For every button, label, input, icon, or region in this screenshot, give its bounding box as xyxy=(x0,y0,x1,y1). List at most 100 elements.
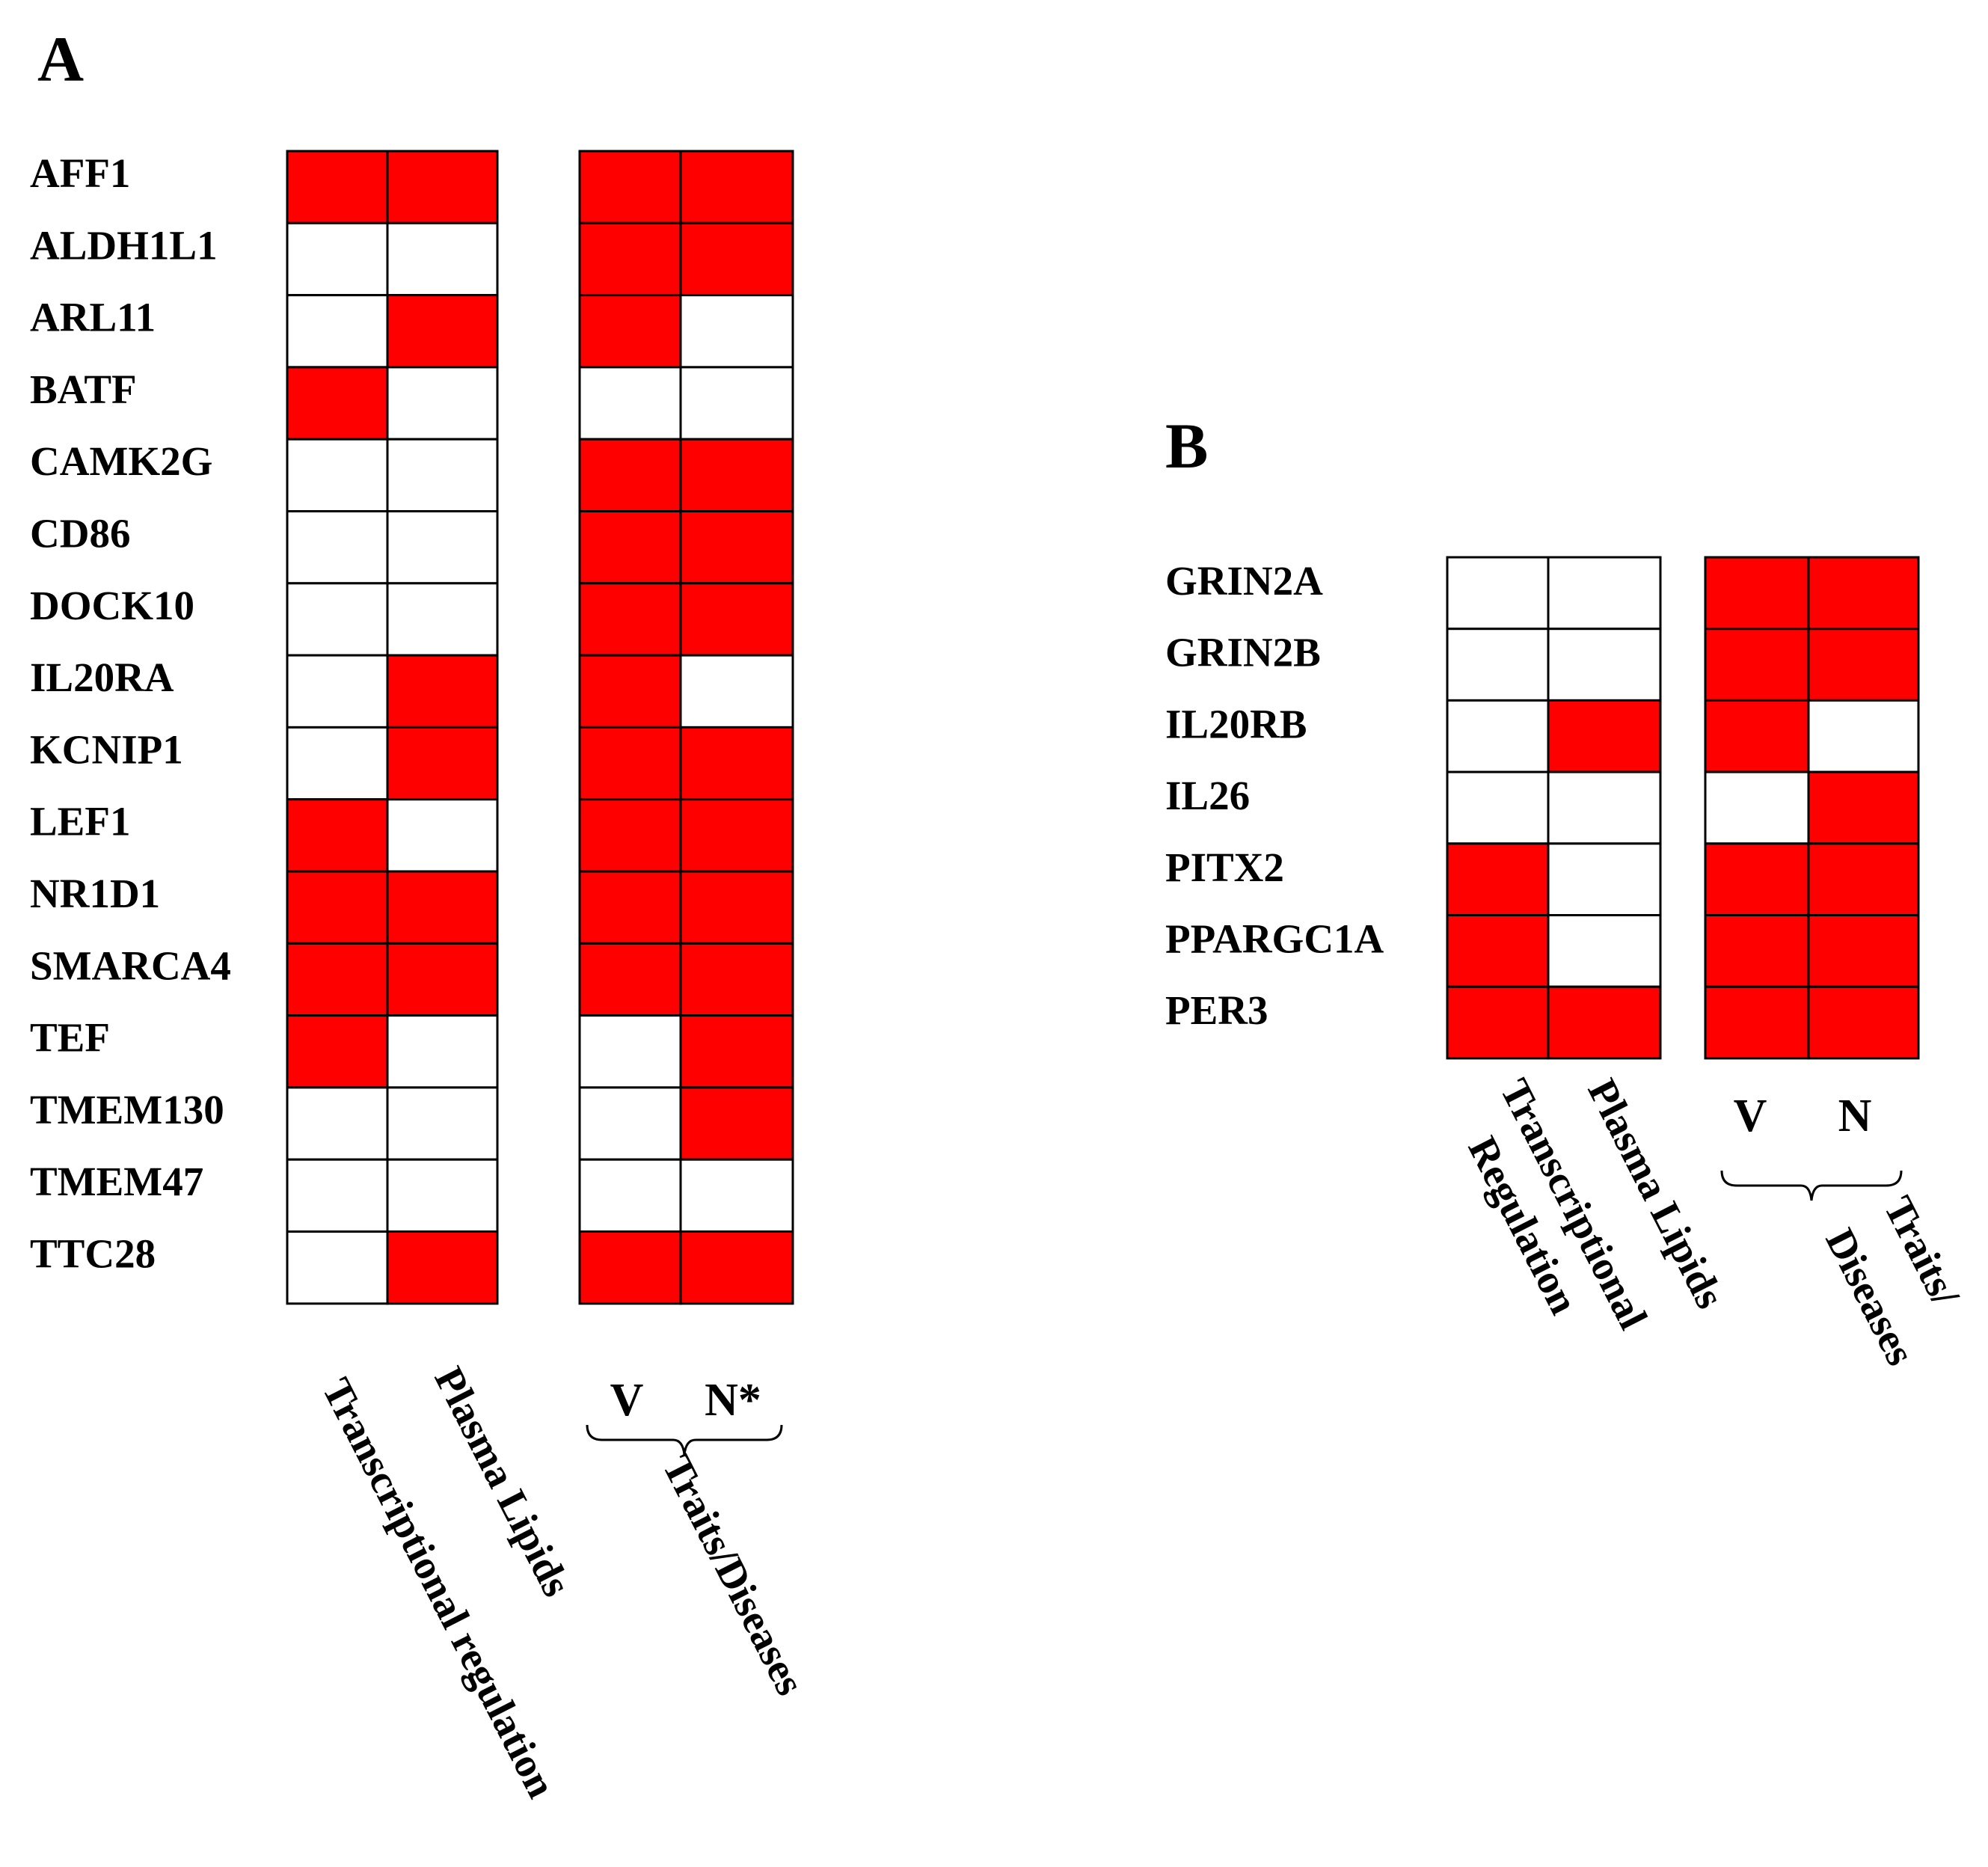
cell-a-lef1-col4 xyxy=(679,798,794,873)
cell-b-pitx2-col3 xyxy=(1704,842,1810,917)
gene-label-ppargc1a: PPARGC1A xyxy=(1165,916,1384,962)
cell-a-aff1-col4 xyxy=(679,150,794,224)
cell-a-aff1-col2 xyxy=(386,150,499,224)
cell-a-il20ra-col1 xyxy=(286,654,389,729)
cell-a-aldh1l1-col4 xyxy=(679,221,794,297)
cell-a-cd86-col4 xyxy=(679,510,794,585)
gene-label-il20rb: IL20RB xyxy=(1165,701,1307,747)
cell-b-grin2a-col4 xyxy=(1807,556,1920,631)
gene-label-grin2b: GRIN2B xyxy=(1165,630,1321,675)
cell-a-tmem47-col3 xyxy=(578,1158,682,1233)
cell-a-batf-col3 xyxy=(578,366,682,441)
cell-a-arl11-col2 xyxy=(386,294,499,369)
cell-b-pitx2-col2 xyxy=(1547,842,1662,917)
panel-a-letter: A xyxy=(37,23,84,95)
panel-b-cells xyxy=(1446,556,1920,1060)
cell-a-nr1d1-col1 xyxy=(286,870,389,945)
gene-label-smarca4: SMARCA4 xyxy=(30,942,231,988)
cell-a-nr1d1-col4 xyxy=(679,870,794,945)
gene-label-arl11: ARL11 xyxy=(30,295,156,340)
gene-label-cd86: CD86 xyxy=(30,511,130,557)
cell-a-tef-col1 xyxy=(286,1014,389,1089)
cell-b-grin2a-col1 xyxy=(1446,556,1550,631)
cell-a-tmem47-col4 xyxy=(679,1158,794,1233)
panel-a-column-label-1: Transcriptional regulation xyxy=(313,1371,565,1805)
cell-a-smarca4-col4 xyxy=(679,942,794,1017)
cell-b-pitx2-col1 xyxy=(1446,842,1550,917)
panel-a-trait-sublabel-2: N* xyxy=(705,1375,761,1426)
cell-a-dock10-col2 xyxy=(386,582,499,657)
gene-label-per3: PER3 xyxy=(1165,987,1268,1033)
cell-a-tef-col4 xyxy=(679,1014,794,1089)
gene-label-aldh1l1: ALDH1L1 xyxy=(30,222,218,268)
cell-b-grin2b-col2 xyxy=(1547,628,1662,702)
panel-a: A AFF1 ALDH1L1 ARL11 BATF CAMK2G CD86 DOCK10 IL… xyxy=(30,23,814,1805)
gene-label-camk2g: CAMK2G xyxy=(30,438,212,484)
cell-a-arl11-col3 xyxy=(578,294,682,369)
gene-label-tmem47: TMEM47 xyxy=(30,1159,203,1204)
cell-b-per3-col1 xyxy=(1446,985,1550,1060)
cell-a-aff1-col1 xyxy=(286,150,389,224)
panel-b-gene-labels: GRIN2A GRIN2B IL20RB IL26 PITX2 PPARGC1A PER3 xyxy=(1165,558,1384,1033)
cell-a-aff1-col3 xyxy=(578,150,682,224)
panel-b-letter: B xyxy=(1165,410,1208,482)
cell-b-grin2b-col4 xyxy=(1807,628,1920,702)
cell-a-camk2g-col4 xyxy=(679,438,794,513)
panel-a-trait-group-label: Traits/Diseases xyxy=(654,1448,813,1702)
cell-a-tef-col3 xyxy=(578,1014,682,1089)
panel-a-trait-sublabel-1: V xyxy=(610,1375,644,1426)
cell-a-lef1-col1 xyxy=(286,798,389,873)
cell-b-per3-col2 xyxy=(1547,985,1662,1060)
cell-b-il20rb-col4 xyxy=(1807,699,1920,773)
gene-label-nr1d1: NR1D1 xyxy=(30,871,160,916)
cell-a-tmem47-col1 xyxy=(286,1158,389,1233)
cell-a-kcnip1-col3 xyxy=(578,726,682,801)
cell-a-batf-col1 xyxy=(286,366,389,441)
panel-b-trait-brace xyxy=(1720,1170,1903,1201)
cell-b-il26-col2 xyxy=(1547,770,1662,845)
gene-label-il20ra: IL20RA xyxy=(30,654,174,700)
cell-a-il20ra-col4 xyxy=(679,654,794,729)
cell-a-lef1-col3 xyxy=(578,798,682,873)
gene-label-pitx2: PITX2 xyxy=(1165,844,1284,890)
panel-a-trait-brace xyxy=(586,1424,783,1456)
cell-a-kcnip1-col1 xyxy=(286,726,389,801)
gene-label-tef: TEF xyxy=(30,1015,110,1061)
gene-label-lef1: LEF1 xyxy=(30,799,130,844)
cell-a-ttc28-col1 xyxy=(286,1230,389,1305)
cell-a-smarca4-col3 xyxy=(578,942,682,1017)
cell-a-il20ra-col3 xyxy=(578,654,682,729)
cell-a-camk2g-col2 xyxy=(386,438,499,513)
cell-b-il20rb-col1 xyxy=(1446,699,1550,773)
cell-a-aldh1l1-col1 xyxy=(286,221,389,297)
cell-a-smarca4-col1 xyxy=(286,942,389,1017)
cell-a-batf-col4 xyxy=(679,366,794,441)
cell-b-il26-col1 xyxy=(1446,770,1550,845)
cell-a-aldh1l1-col3 xyxy=(578,221,682,297)
cell-b-il20rb-col2 xyxy=(1547,699,1662,773)
cell-b-ppargc1a-col1 xyxy=(1446,914,1550,988)
cell-a-il20ra-col2 xyxy=(386,654,499,729)
gene-label-kcnip1: KCNIP1 xyxy=(30,726,183,772)
cell-a-aldh1l1-col2 xyxy=(386,221,499,297)
cell-b-il26-col3 xyxy=(1704,770,1810,845)
gene-label-batf: BATF xyxy=(30,367,137,412)
cell-a-ttc28-col2 xyxy=(386,1230,499,1305)
cell-b-ppargc1a-col2 xyxy=(1547,914,1662,988)
cell-b-grin2b-col1 xyxy=(1446,628,1550,702)
cell-a-cd86-col3 xyxy=(578,510,682,585)
cell-a-camk2g-col1 xyxy=(286,438,389,513)
gene-label-il26: IL26 xyxy=(1165,773,1250,818)
cell-b-pitx2-col4 xyxy=(1807,842,1920,917)
cell-a-smarca4-col2 xyxy=(386,942,499,1017)
panel-b: B GRIN2A GRIN2B IL20RB IL26 PITX2 PPARGC1A PER… xyxy=(1165,410,1969,1373)
gene-label-grin2a: GRIN2A xyxy=(1165,558,1323,604)
cell-a-ttc28-col4 xyxy=(679,1230,794,1305)
gene-label-ttc28: TTC28 xyxy=(30,1231,156,1277)
cell-b-grin2b-col3 xyxy=(1704,628,1810,702)
gene-label-dock10: DOCK10 xyxy=(30,583,194,628)
cell-a-tef-col2 xyxy=(386,1014,499,1089)
cell-a-arl11-col4 xyxy=(679,294,794,369)
cell-b-il26-col4 xyxy=(1807,770,1920,845)
